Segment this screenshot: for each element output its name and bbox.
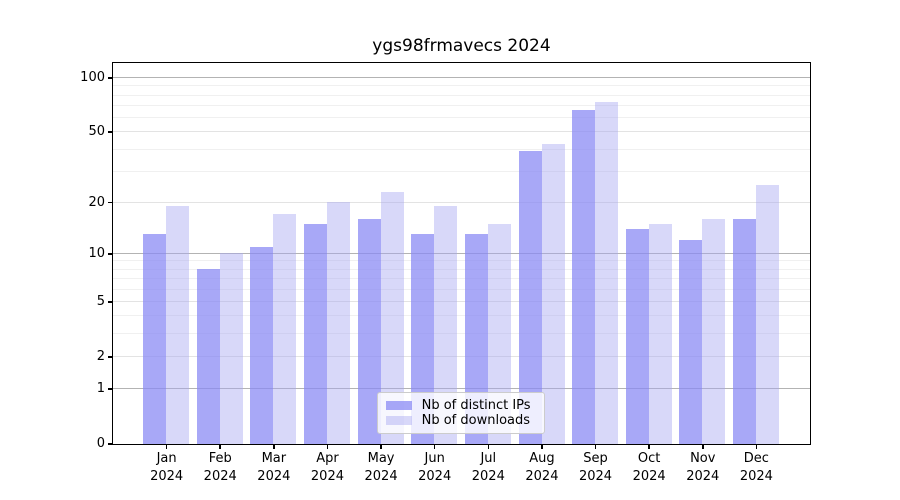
y-tick-label: 5 xyxy=(96,293,105,309)
x-tick-mark xyxy=(702,444,704,449)
bar-feb-downloads xyxy=(219,253,243,444)
y-tick-mark xyxy=(108,388,113,390)
y-tick-mark xyxy=(108,443,113,445)
gridline-minor xyxy=(112,170,810,172)
y-tick-label: 20 xyxy=(88,194,105,210)
y-tick-label: 50 xyxy=(88,124,105,140)
bar-aug-downloads xyxy=(541,143,565,444)
gridline-minor xyxy=(112,117,810,119)
gridline-20 xyxy=(112,201,810,203)
gridline-50 xyxy=(112,131,810,133)
x-tick-label-jul: Jul 2024 xyxy=(471,451,505,484)
gridline-minor xyxy=(112,333,810,335)
x-tick-mark xyxy=(433,444,436,449)
gridline-minor xyxy=(112,268,810,270)
bar-dec-downloads xyxy=(755,185,779,444)
legend-swatch-downloads xyxy=(385,416,412,426)
gridline-10 xyxy=(112,252,810,254)
y-tick-mark xyxy=(108,253,113,255)
gridline-1 xyxy=(112,388,810,390)
gridline-minor xyxy=(112,288,810,290)
bar-jun-ips xyxy=(411,234,435,444)
bar-aug-ips xyxy=(518,151,542,444)
gridline-5 xyxy=(112,301,810,302)
bar-jan-ips xyxy=(143,234,167,444)
y-tick-label: 2 xyxy=(96,348,105,364)
bar-may-downloads xyxy=(380,191,404,444)
x-tick-mark xyxy=(380,444,382,449)
x-tick-mark xyxy=(326,444,329,449)
chart-title: ygs98frmavecs 2024 xyxy=(372,36,551,56)
x-tick-mark xyxy=(165,444,168,449)
x-tick-label-oct: Oct 2024 xyxy=(632,451,666,484)
x-tick-label-sep: Sep 2024 xyxy=(578,451,613,484)
y-tick-label: 100 xyxy=(80,69,105,85)
y-tick-label: 0 xyxy=(96,436,105,451)
bar-apr-downloads xyxy=(327,202,351,444)
bar-oct-ips xyxy=(625,228,649,444)
x-tick-mark xyxy=(594,444,597,449)
x-tick-label-nov: Nov 2024 xyxy=(686,451,720,484)
legend-label-distinct-ips: Nb of distinct IPs xyxy=(421,397,531,413)
bar-jul-ips xyxy=(464,234,488,444)
gridline-minor xyxy=(112,94,810,96)
y-tick-label: 10 xyxy=(88,245,105,261)
y-tick-mark xyxy=(108,201,113,204)
bar-oct-downloads xyxy=(648,223,672,444)
bar-mar-ips xyxy=(250,246,274,444)
plot-area: Nb of distinct IPs Nb of downloads xyxy=(111,61,811,445)
bar-nov-downloads xyxy=(702,218,726,444)
bar-sep-ips xyxy=(572,110,596,444)
gridline-2 xyxy=(112,355,810,357)
legend-swatch-distinct-ips xyxy=(385,400,412,410)
gridline-minor xyxy=(112,148,810,150)
x-tick-label-jan: Jan 2024 xyxy=(150,451,184,484)
gridline-minor xyxy=(112,278,810,280)
legend-item-downloads: Nb of downloads xyxy=(385,413,536,429)
y-tick-mark xyxy=(108,77,113,79)
x-tick-label-apr: Apr 2024 xyxy=(310,451,344,484)
x-tick-label-may: May 2024 xyxy=(364,451,398,484)
x-tick-label-feb: Feb 2024 xyxy=(203,451,237,484)
legend-item-distinct-ips: Nb of distinct IPs xyxy=(385,397,536,414)
gridline-minor xyxy=(112,315,810,317)
bar-may-ips xyxy=(357,218,381,444)
bar-jun-downloads xyxy=(434,206,458,444)
y-tick-label: 1 xyxy=(96,381,105,397)
x-tick-label-mar: Mar 2024 xyxy=(257,451,291,484)
bar-feb-ips xyxy=(196,269,220,444)
gridline-minor xyxy=(112,105,810,107)
y-tick-mark xyxy=(108,131,113,133)
x-tick-mark xyxy=(487,444,490,449)
legend-label-downloads: Nb of downloads xyxy=(421,413,531,429)
gridline-100 xyxy=(112,77,810,79)
x-tick-label-aug: Aug 2024 xyxy=(525,451,559,484)
bar-mar-downloads xyxy=(273,214,297,444)
x-tick-mark xyxy=(541,444,543,449)
legend: Nb of distinct IPs Nb of downloads xyxy=(376,391,545,434)
x-tick-mark xyxy=(219,444,221,449)
x-tick-mark xyxy=(755,444,758,449)
x-tick-mark xyxy=(273,444,275,449)
y-tick-mark xyxy=(108,301,113,303)
bar-jan-downloads xyxy=(166,206,190,444)
bar-sep-downloads xyxy=(595,102,619,444)
x-tick-label-dec: Dec 2024 xyxy=(739,451,773,484)
bar-nov-ips xyxy=(679,240,703,444)
gridline-minor xyxy=(112,260,810,262)
x-tick-label-jun: Jun 2024 xyxy=(418,451,452,484)
x-tick-mark xyxy=(648,444,650,449)
bar-dec-ips xyxy=(732,218,756,444)
bar-apr-ips xyxy=(304,223,328,444)
bar-jul-downloads xyxy=(487,223,511,444)
y-tick-mark xyxy=(108,356,113,358)
gridline-minor xyxy=(112,85,810,87)
